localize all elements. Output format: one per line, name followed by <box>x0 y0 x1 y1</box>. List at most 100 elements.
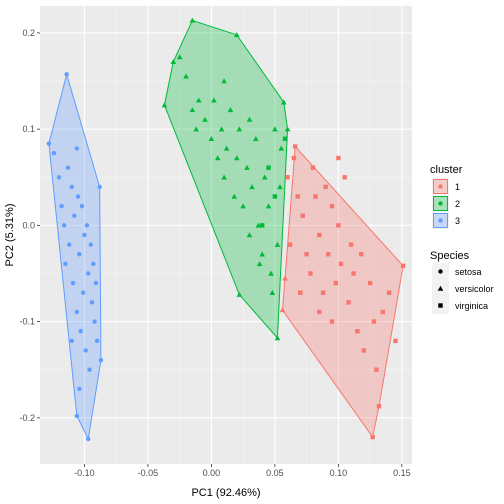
data-point <box>74 413 80 419</box>
data-point <box>253 135 259 142</box>
data-point <box>64 72 69 77</box>
data-point <box>246 116 253 122</box>
legend-key-point <box>438 201 443 206</box>
data-point <box>266 165 271 170</box>
data-point <box>295 194 300 199</box>
data-point <box>92 319 97 324</box>
data-point <box>82 232 87 238</box>
data-points <box>46 17 406 442</box>
data-point <box>256 261 263 267</box>
data-point <box>183 73 189 79</box>
data-point <box>374 367 379 372</box>
data-point <box>310 165 316 170</box>
x-tick-label: 0.00 <box>203 468 221 478</box>
data-point <box>298 290 303 295</box>
data-point <box>380 309 385 315</box>
data-point <box>77 252 82 257</box>
data-point <box>274 241 281 247</box>
data-point <box>189 107 196 113</box>
data-point <box>88 242 93 247</box>
data-point <box>98 357 104 363</box>
data-point <box>342 175 347 180</box>
data-point <box>56 175 62 180</box>
data-point <box>59 203 64 209</box>
data-point <box>214 155 221 161</box>
data-point <box>65 165 71 170</box>
data-point <box>269 289 276 295</box>
data-point <box>72 213 77 218</box>
y-axis-title: PC2 (5.31%) <box>4 204 16 267</box>
data-point <box>236 126 243 132</box>
data-point <box>313 194 318 199</box>
legend-label-cluster-1: 1 <box>455 182 460 192</box>
data-point <box>300 213 306 218</box>
data-point <box>61 223 67 228</box>
data-point <box>221 78 227 84</box>
data-point <box>236 291 243 297</box>
x-tick-label: 0.05 <box>266 468 284 478</box>
data-point <box>86 436 91 442</box>
data-point <box>261 174 268 180</box>
data-point <box>265 203 272 209</box>
data-point <box>274 335 281 341</box>
species-legend-title: Species <box>430 250 470 262</box>
data-point <box>63 261 68 267</box>
data-point <box>51 151 57 156</box>
data-point <box>70 280 76 286</box>
legend-label-cluster-2: 2 <box>455 199 460 209</box>
data-point <box>240 203 246 209</box>
y-tick-label: 0.0 <box>22 220 35 230</box>
legend-label-setosa: setosa <box>455 267 482 277</box>
x-tick-label: -0.05 <box>138 468 159 478</box>
x-tick-label: 0.10 <box>330 468 348 478</box>
data-point <box>74 146 80 151</box>
legend-label-virginica: virginica <box>455 301 488 311</box>
x-axis-title: PC1 (92.46%) <box>191 487 260 499</box>
data-point <box>233 155 240 161</box>
data-point <box>77 386 82 392</box>
data-point <box>208 135 215 142</box>
y-tick-label: -0.1 <box>19 317 35 327</box>
data-point <box>323 184 328 190</box>
data-point <box>69 184 74 190</box>
minor-gridlines <box>40 6 412 464</box>
data-point <box>87 367 92 372</box>
data-point <box>189 17 196 23</box>
data-point <box>94 338 100 344</box>
data-point <box>83 348 88 353</box>
x-tick-label: -0.10 <box>74 468 95 478</box>
data-point <box>202 116 208 122</box>
data-point <box>277 184 283 190</box>
data-point <box>370 434 375 440</box>
cluster-legend: cluster 1 2 3 <box>430 164 463 229</box>
data-point <box>336 155 341 161</box>
data-point <box>193 126 199 132</box>
data-point <box>333 280 339 286</box>
data-point <box>74 309 80 315</box>
data-point <box>69 338 74 344</box>
data-point <box>351 271 356 276</box>
data-point <box>304 252 309 257</box>
data-point <box>329 319 335 324</box>
data-point <box>400 263 406 268</box>
data-point <box>317 232 322 238</box>
data-point <box>97 184 102 190</box>
data-point <box>227 107 234 113</box>
legend-label-versicolor: versicolor <box>455 284 494 294</box>
data-point <box>393 338 398 344</box>
data-point <box>84 223 90 228</box>
legend-key-versicolor <box>437 285 444 291</box>
data-point <box>233 32 240 38</box>
data-point <box>282 275 288 281</box>
data-point <box>259 223 265 228</box>
data-point <box>89 300 95 305</box>
data-point <box>80 290 86 295</box>
data-point <box>46 141 52 146</box>
data-point <box>170 59 177 65</box>
data-point <box>346 300 351 305</box>
data-point <box>244 164 250 170</box>
data-point <box>284 126 291 132</box>
data-point <box>223 145 230 151</box>
data-point <box>367 280 373 286</box>
